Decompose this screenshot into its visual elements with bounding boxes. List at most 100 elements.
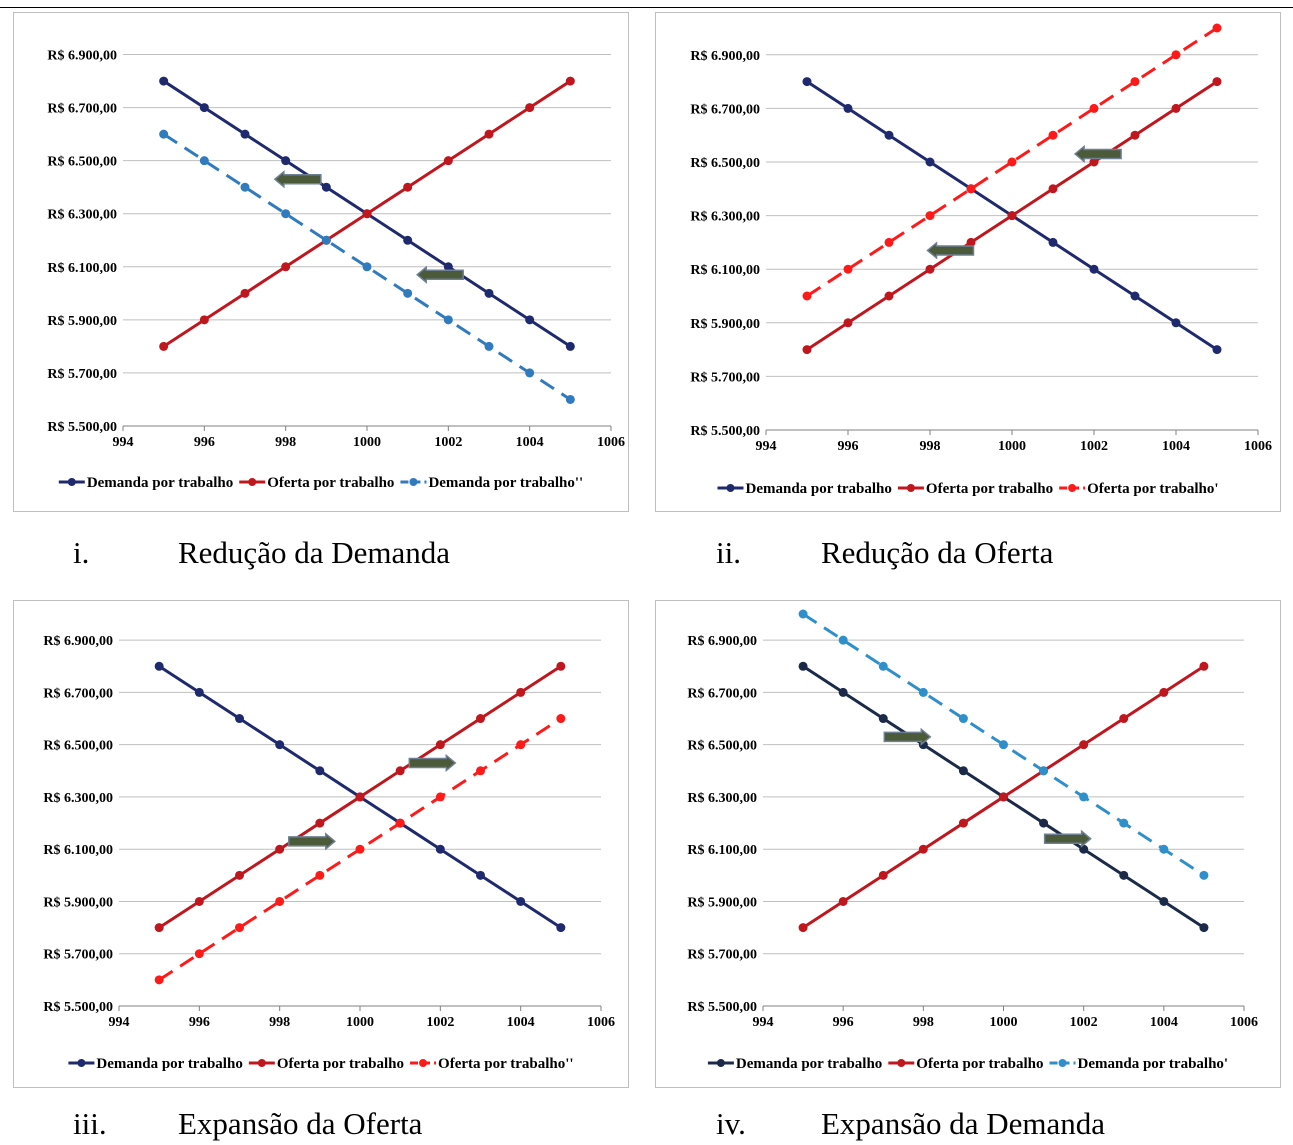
series-point-1 — [159, 76, 169, 86]
series-point-1 — [1048, 237, 1058, 247]
series-point-1 — [321, 182, 331, 192]
legend-label-2: Oferta por trabalho — [267, 475, 394, 491]
series-point-1 — [556, 923, 566, 933]
series-point-3 — [199, 156, 209, 166]
shift-arrow-right — [408, 753, 457, 773]
legend: Demanda por trabalho Oferta por trabalho O… — [717, 481, 1219, 497]
series-point-1 — [1130, 291, 1140, 301]
series-point-1 — [925, 157, 935, 167]
series-point-3 — [395, 818, 405, 828]
series-point-1 — [476, 870, 485, 880]
y-tick-label: R$ 5.900,00 — [690, 317, 760, 332]
series-point-1 — [194, 687, 204, 697]
legend-label-3: Oferta por trabalho'' — [438, 1056, 574, 1072]
series-point-1 — [516, 896, 526, 906]
series-point-1 — [443, 262, 453, 272]
x-tick-label: 1006 — [1230, 1015, 1258, 1030]
series-point-3 — [235, 923, 244, 933]
series-point-2 — [443, 156, 453, 166]
chart-svg-i: R$ 5.500,00 R$ 5.700,00 R$ 5.900,00 R$ 6.10… — [13, 12, 629, 512]
series-point-1 — [1171, 318, 1181, 328]
caption-number: iv. — [716, 1106, 746, 1141]
series-point-3 — [556, 714, 566, 724]
y-tick-label: R$ 5.700,00 — [690, 370, 760, 385]
y-tick-label: R$ 5.900,00 — [47, 314, 117, 329]
x-tick-label: 1004 — [1162, 439, 1190, 454]
y-tick-label: R$ 6.900,00 — [687, 634, 757, 649]
x-tick-label: 1004 — [1150, 1015, 1178, 1030]
y-tick-label: R$ 5.700,00 — [43, 948, 113, 963]
chart-border — [13, 12, 629, 512]
legend-marker-2 — [257, 1059, 266, 1067]
series-point-2 — [918, 844, 928, 854]
series-point-2 — [1199, 661, 1209, 671]
series-point-3 — [1007, 157, 1017, 167]
x-tick-label: 1006 — [587, 1015, 615, 1030]
series-point-1 — [1119, 870, 1129, 880]
series-point-3 — [194, 949, 204, 959]
series-point-2 — [235, 870, 244, 880]
series-point-3 — [443, 315, 453, 325]
series-point-2 — [1119, 714, 1129, 724]
series-point-3 — [275, 896, 285, 906]
legend-label-2: Oferta por trabalho — [926, 481, 1053, 497]
legend-label-2: Oferta por trabalho — [916, 1056, 1043, 1072]
x-tick-label: 998 — [269, 1015, 290, 1030]
series-point-1 — [525, 315, 535, 325]
legend-label-1: Demanda por trabalho — [746, 481, 892, 497]
series-point-2 — [199, 315, 209, 325]
y-tick-label: R$ 5.900,00 — [687, 895, 757, 910]
series-point-2 — [798, 923, 808, 933]
series-point-1 — [315, 766, 325, 776]
y-tick-label: R$ 6.100,00 — [43, 843, 113, 858]
series-point-1 — [275, 740, 285, 750]
series-point-2 — [154, 923, 164, 933]
series-point-3 — [838, 635, 848, 645]
legend-marker-1 — [77, 1059, 86, 1067]
series-point-2 — [240, 288, 250, 298]
series-point-3 — [798, 609, 808, 619]
shift-arrow-right — [288, 832, 336, 851]
legend-marker-3 — [409, 478, 418, 486]
series-point-3 — [315, 870, 325, 880]
series-point-2 — [565, 76, 575, 86]
x-tick-label: 998 — [275, 435, 296, 450]
x-tick-label: 998 — [913, 1015, 934, 1030]
series-point-3 — [1159, 844, 1169, 854]
y-tick-label: R$ 6.700,00 — [687, 686, 757, 701]
y-tick-label: R$ 6.300,00 — [43, 791, 113, 806]
y-tick-label: R$ 6.300,00 — [690, 210, 760, 225]
series-point-1 — [1199, 923, 1209, 933]
y-tick-label: R$ 6.500,00 — [687, 739, 757, 754]
series-point-1 — [154, 661, 164, 671]
series-point-3 — [362, 262, 372, 272]
y-tick-label: R$ 6.700,00 — [43, 686, 113, 701]
chart-panel-iv: R$ 5.500,00 R$ 5.700,00 R$ 5.900,00 R$ 6.10… — [655, 600, 1281, 1088]
y-tick-label: R$ 6.500,00 — [43, 739, 113, 754]
series-point-1 — [565, 341, 575, 351]
top-rule — [0, 7, 1293, 8]
legend-label-3: Oferta por trabalho' — [1087, 481, 1218, 497]
series-point-2 — [966, 237, 976, 247]
series-point-2 — [395, 766, 405, 776]
chart-svg-iii: R$ 5.500,00 R$ 5.700,00 R$ 5.900,00 R$ 6.10… — [13, 600, 629, 1088]
series-point-3 — [484, 341, 494, 351]
x-tick-label: 996 — [189, 1015, 210, 1030]
series-point-1 — [240, 129, 250, 139]
series-point-1 — [1079, 844, 1089, 854]
y-tick-label: R$ 5.500,00 — [47, 420, 117, 435]
legend-label-3: Demanda por trabalho'' — [428, 475, 583, 491]
shift-arrow-left — [273, 170, 322, 189]
legend-label-1: Demanda por trabalho — [736, 1056, 882, 1072]
x-tick-label: 1004 — [507, 1015, 535, 1030]
x-tick-label: 996 — [194, 435, 215, 450]
series-point-2 — [843, 318, 853, 328]
y-tick-label: R$ 6.900,00 — [47, 49, 117, 64]
x-tick-label: 996 — [838, 439, 859, 454]
series-point-3 — [1048, 130, 1058, 140]
series-point-2 — [1007, 211, 1017, 221]
y-tick-label: R$ 5.500,00 — [690, 424, 760, 439]
series-point-2 — [194, 896, 204, 906]
series-point-3 — [565, 394, 575, 404]
series-point-1 — [884, 130, 894, 140]
